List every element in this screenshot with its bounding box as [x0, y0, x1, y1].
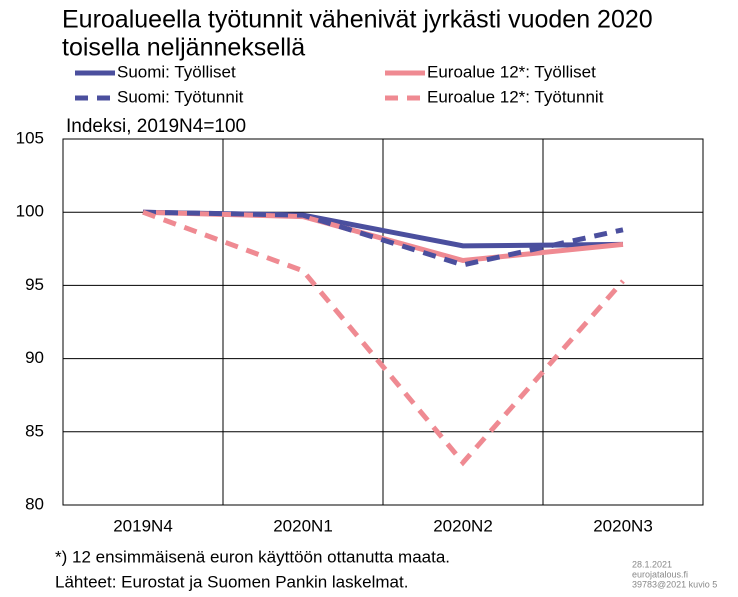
series-line: [142, 209, 625, 467]
series-line: [142, 209, 624, 268]
credit: 39783@2021 kuvio 5: [632, 579, 717, 589]
legend-label: Euroalue 12*: Työtunnit: [427, 87, 604, 106]
legend-label: Suomi: Työlliset: [117, 62, 236, 81]
x-tick-label: 2019N4: [113, 516, 173, 535]
x-tick-label: 2020N3: [593, 516, 653, 535]
credit: 28.1.2021: [632, 559, 672, 569]
legend-label: Suomi: Työtunnit: [117, 87, 244, 106]
footnote: Lähteet: Eurostat ja Suomen Pankin laske…: [55, 572, 408, 591]
y-tick-label: 95: [25, 275, 44, 294]
x-tick-label: 2020N2: [433, 516, 493, 535]
x-tick-label: 2020N1: [273, 516, 333, 535]
y-axis-label: Indeksi, 2019N4=100: [66, 116, 246, 137]
chart-title: Euroalueella työtunnit vähenivät jyrkäst…: [62, 6, 653, 34]
y-tick-label: 100: [16, 202, 44, 221]
footnote: *) 12 ensimmäisenä euron käyttöön ottanu…: [55, 547, 450, 566]
y-tick-label: 85: [25, 421, 44, 440]
legend-label: Euroalue 12*: Työlliset: [427, 62, 596, 81]
credit: eurojatalous.fi: [632, 569, 688, 579]
y-tick-label: 90: [25, 348, 44, 367]
y-tick-label: 80: [25, 494, 44, 513]
chart-title: toisella neljänneksellä: [62, 34, 305, 62]
y-tick-label: 105: [16, 128, 44, 147]
